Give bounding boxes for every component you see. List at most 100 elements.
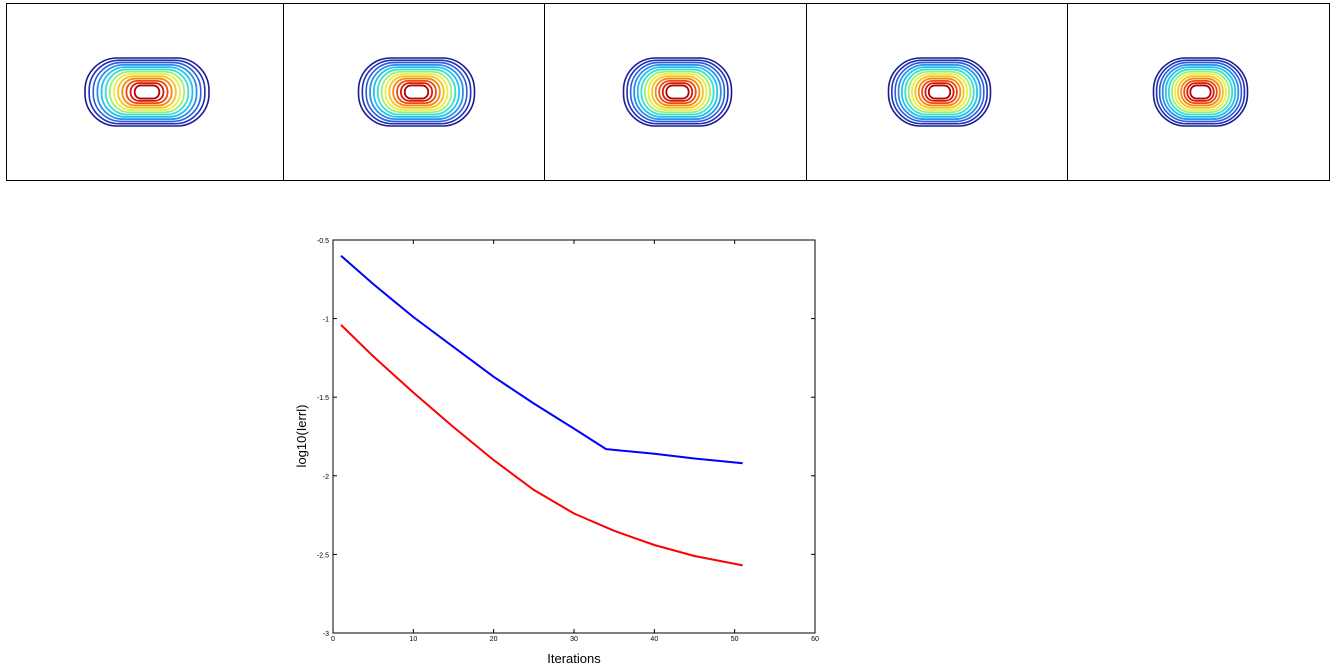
- contour-plot-4: [887, 57, 992, 127]
- contour-line: [662, 82, 694, 102]
- contour-panel-2: [282, 4, 545, 180]
- contour-line: [904, 68, 975, 116]
- contour-panel-5: [1067, 4, 1329, 180]
- contour-line: [1186, 82, 1216, 102]
- contour-line: [931, 86, 948, 98]
- contour-line: [900, 66, 978, 118]
- x-axis: 0 10 20 30 40 50 60: [331, 240, 819, 643]
- contour-plot-1: [84, 57, 210, 127]
- contour-line: [907, 70, 972, 114]
- plot-frame: [332, 239, 816, 634]
- contour-line: [113, 73, 181, 111]
- contour-plot-5: [1153, 57, 1249, 127]
- contour-line: [100, 66, 194, 118]
- contour-panel-4: [805, 4, 1068, 180]
- contour-line: [403, 84, 429, 100]
- contour-line: [376, 68, 456, 116]
- contour-line: [133, 84, 161, 100]
- y-tick-label: -1: [323, 317, 329, 324]
- y-tick-label: -2: [323, 474, 329, 481]
- contour-line: [391, 77, 441, 107]
- contour-line: [368, 63, 464, 121]
- y-tick-label: -1.5: [317, 395, 329, 402]
- contour-line: [364, 61, 468, 123]
- contour-line: [395, 79, 437, 105]
- contour-line: [630, 61, 726, 123]
- contour-line: [121, 77, 173, 107]
- contour-panel-3: [544, 4, 806, 180]
- contour-line: [651, 75, 705, 109]
- contour-line: [357, 57, 475, 127]
- contour-line: [407, 86, 425, 98]
- contour-line: [633, 63, 722, 121]
- contour-line: [658, 79, 697, 105]
- contour-line: [1153, 57, 1249, 127]
- contour-line: [137, 86, 157, 98]
- series-line-1: [340, 254, 743, 465]
- contour-line: [665, 84, 690, 100]
- contour-line: [1177, 75, 1225, 109]
- contour-line: [894, 61, 985, 123]
- series-line-2: [340, 324, 743, 567]
- contour-line: [1162, 63, 1240, 121]
- contour-line: [1180, 77, 1222, 107]
- x-tick-label: 60: [811, 636, 819, 643]
- contour-line: [388, 75, 445, 109]
- contour-line: [84, 57, 210, 127]
- contour-line: [654, 77, 701, 107]
- x-axis-label: Iterations: [547, 651, 601, 666]
- contour-line: [1165, 66, 1237, 118]
- contour-line: [1174, 73, 1228, 111]
- contour-line: [647, 73, 708, 111]
- contour-panel-1: [7, 4, 283, 180]
- contour-line: [890, 59, 988, 125]
- contour-line: [96, 63, 198, 121]
- x-tick-label: 40: [650, 636, 658, 643]
- y-tick-label: -3: [323, 631, 329, 638]
- x-tick-label: 50: [731, 636, 739, 643]
- contour-line: [626, 59, 729, 125]
- contour-line: [640, 68, 715, 116]
- contour-plot-3: [622, 57, 733, 127]
- x-tick-label: 0: [331, 636, 335, 643]
- contour-line: [914, 75, 965, 109]
- contour-line: [924, 82, 955, 102]
- contour-line: [1159, 61, 1243, 123]
- contour-strip: [6, 3, 1330, 181]
- x-tick-label: 10: [409, 636, 417, 643]
- contour-line: [887, 57, 992, 127]
- contour-line: [92, 61, 202, 123]
- contour-line: [1156, 59, 1246, 125]
- contour-line: [1171, 70, 1231, 114]
- contour-line: [910, 73, 968, 111]
- contour-line: [88, 59, 206, 125]
- contour-line: [399, 82, 433, 102]
- contour-line: [1168, 68, 1234, 116]
- y-axis: -0.5 -1 -1.5 -2 -2.5 -3: [317, 238, 815, 638]
- contour-line: [920, 79, 958, 105]
- contour-line: [1189, 84, 1212, 100]
- contour-line: [927, 84, 951, 100]
- x-tick-label: 20: [490, 636, 498, 643]
- contour-line: [669, 86, 687, 98]
- y-tick-label: -2.5: [317, 552, 329, 559]
- contour-line: [1183, 79, 1219, 105]
- contour-line: [917, 77, 961, 107]
- contour-line: [644, 70, 712, 114]
- contour-line: [622, 57, 733, 127]
- y-tick-label: -0.5: [317, 238, 329, 245]
- contour-line: [104, 68, 190, 116]
- contour-line: [129, 82, 165, 102]
- contour-line: [1192, 86, 1209, 98]
- y-axis-label: log10(Ierrl): [294, 405, 309, 468]
- contour-line: [108, 70, 186, 114]
- contour-line: [897, 63, 982, 121]
- contour-line: [380, 70, 452, 114]
- contour-line: [637, 66, 719, 118]
- contour-line: [372, 66, 460, 118]
- contour-plot-2: [357, 57, 475, 127]
- contour-line: [125, 79, 169, 105]
- contour-line: [361, 59, 472, 125]
- series-lines: [340, 254, 743, 567]
